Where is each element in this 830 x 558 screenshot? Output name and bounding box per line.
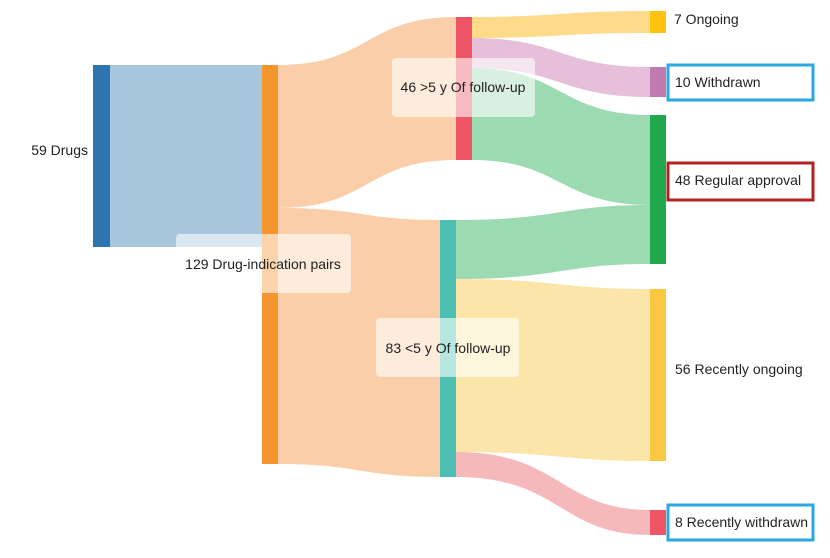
node-ongoing: [650, 11, 666, 33]
link-under5-to-rec-withdrawn: [456, 452, 650, 535]
link-drugs-to-pairs: [110, 65, 262, 247]
highlight-box-regular: [666, 161, 815, 202]
node-label-rec-withdrawn: 8 Recently withdrawn: [675, 514, 808, 530]
highlight-box-rec-withdrawn: [666, 503, 815, 542]
node-label-ongoing: 7 Ongoing: [674, 11, 739, 27]
node-label-pairs: 129 Drug-indication pairs: [185, 256, 341, 272]
link-over5-to-withdrawn: [472, 38, 650, 97]
label-box-pairs: [176, 234, 351, 293]
node-label-drugs: 59 Drugs: [31, 142, 88, 158]
node-label-regular: 48 Regular approval: [675, 172, 801, 188]
node-rec-withdrawn: [650, 510, 666, 535]
highlight-box-withdrawn: [666, 63, 815, 102]
node-drugs: [93, 65, 110, 247]
node-withdrawn: [650, 67, 666, 97]
node-label-rec-ongoing: 56 Recently ongoing: [675, 361, 803, 377]
node-label-withdrawn: 10 Withdrawn: [675, 74, 761, 90]
node-label-under5: 83 <5 y Of follow-up: [386, 340, 511, 356]
label-box-under5: [376, 318, 519, 377]
label-box-over5: [392, 58, 535, 117]
node-label-over5: 46 >5 y Of follow-up: [401, 79, 526, 95]
link-under5-to-regular: [456, 205, 650, 279]
link-over5-to-ongoing: [472, 11, 650, 38]
node-regular: [650, 115, 666, 264]
node-rec-ongoing: [650, 289, 666, 461]
